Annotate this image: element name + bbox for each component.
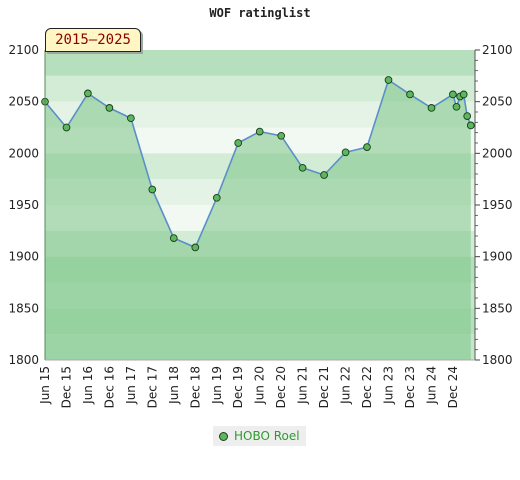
- data-point-6: [169, 234, 178, 242]
- data-point-17: [406, 90, 414, 99]
- period-badge: 2015–2025: [45, 28, 141, 52]
- area-fill-layer: [45, 80, 471, 360]
- series-area-fill: [45, 80, 471, 360]
- x-tick-label-15: Dec 22: [360, 366, 374, 408]
- x-tick-label-8: Jun 19: [210, 366, 224, 405]
- y-tick-label-left-1900: 1900: [8, 250, 39, 264]
- grid-band-0: [45, 50, 475, 76]
- data-point-22: [459, 90, 468, 99]
- data-point-7: [191, 243, 200, 252]
- x-tick-label-6: Jun 18: [167, 366, 181, 405]
- data-point-20: [452, 102, 461, 111]
- y-tick-label-left-1850: 1850: [8, 301, 39, 315]
- chart-title: WOF ratinglist: [209, 6, 311, 20]
- data-point-16: [384, 76, 393, 84]
- data-point-4: [127, 114, 135, 123]
- y-tick-label-right-1850: 1850: [482, 301, 513, 315]
- y-tick-label-right-2050: 2050: [482, 95, 513, 109]
- data-point-18: [427, 104, 436, 112]
- y-tick-label-left-1800: 1800: [8, 353, 39, 367]
- y-tick-label-right-1950: 1950: [482, 198, 513, 212]
- x-tick-label-19: Dec 24: [446, 366, 460, 408]
- y-tick-label-left-2000: 2000: [8, 146, 39, 160]
- x-tick-label-9: Dec 19: [231, 366, 245, 408]
- y-tick-label-right-1900: 1900: [482, 250, 513, 264]
- data-point-8: [212, 193, 221, 202]
- data-point-24: [466, 121, 475, 130]
- legend-label: HOBO Roel: [234, 429, 300, 443]
- x-tick-label-7: Dec 18: [188, 366, 202, 408]
- data-point-19: [449, 90, 457, 99]
- data-point-13: [320, 171, 328, 179]
- data-point-3: [105, 104, 114, 112]
- data-point-2: [84, 89, 92, 98]
- axes-layer: [44, 49, 480, 361]
- x-tick-label-12: Jun 21: [296, 366, 310, 405]
- data-point-5: [148, 185, 157, 194]
- data-point-11: [277, 131, 286, 140]
- x-tick-label-3: Dec 16: [102, 366, 116, 408]
- y-tick-label-right-1800: 1800: [482, 353, 513, 367]
- x-tick-label-2: Jun 16: [81, 366, 95, 405]
- legend-marker-icon: [219, 431, 228, 441]
- x-tick-label-18: Jun 24: [424, 366, 438, 405]
- y-tick-label-left-2050: 2050: [8, 95, 39, 109]
- x-tick-label-4: Jun 17: [124, 366, 138, 405]
- x-tick-label-16: Jun 23: [382, 366, 396, 405]
- x-tick-label-11: Dec 20: [274, 366, 288, 408]
- data-point-23: [463, 112, 472, 120]
- x-tick-label-0: Jun 15: [38, 366, 52, 405]
- tick-label-layer: 1800 1800 1850 1850 1900 1900 1950 1950 2000 2000…: [8, 43, 512, 408]
- data-point-15: [363, 143, 371, 151]
- x-tick-label-14: Jun 22: [339, 366, 353, 405]
- x-tick-label-13: Dec 21: [317, 366, 331, 408]
- y-tick-label-right-2100: 2100: [482, 43, 513, 57]
- legend[interactable]: HOBO Roel: [213, 426, 306, 446]
- data-point-14: [341, 148, 350, 157]
- y-tick-label-left-2100: 2100: [8, 43, 39, 57]
- data-point-10: [255, 127, 264, 136]
- y-tick-label-left-1950: 1950: [8, 198, 39, 212]
- data-point-1: [62, 123, 71, 132]
- x-tick-label-1: Dec 15: [59, 366, 73, 408]
- y-tick-label-right-2000: 2000: [482, 146, 513, 160]
- data-point-12: [298, 163, 307, 172]
- x-tick-label-17: Dec 23: [403, 366, 417, 408]
- x-tick-label-5: Dec 17: [145, 366, 159, 408]
- data-point-layer: [41, 76, 475, 252]
- data-point-9: [234, 139, 243, 147]
- x-tick-label-10: Jun 20: [253, 366, 267, 405]
